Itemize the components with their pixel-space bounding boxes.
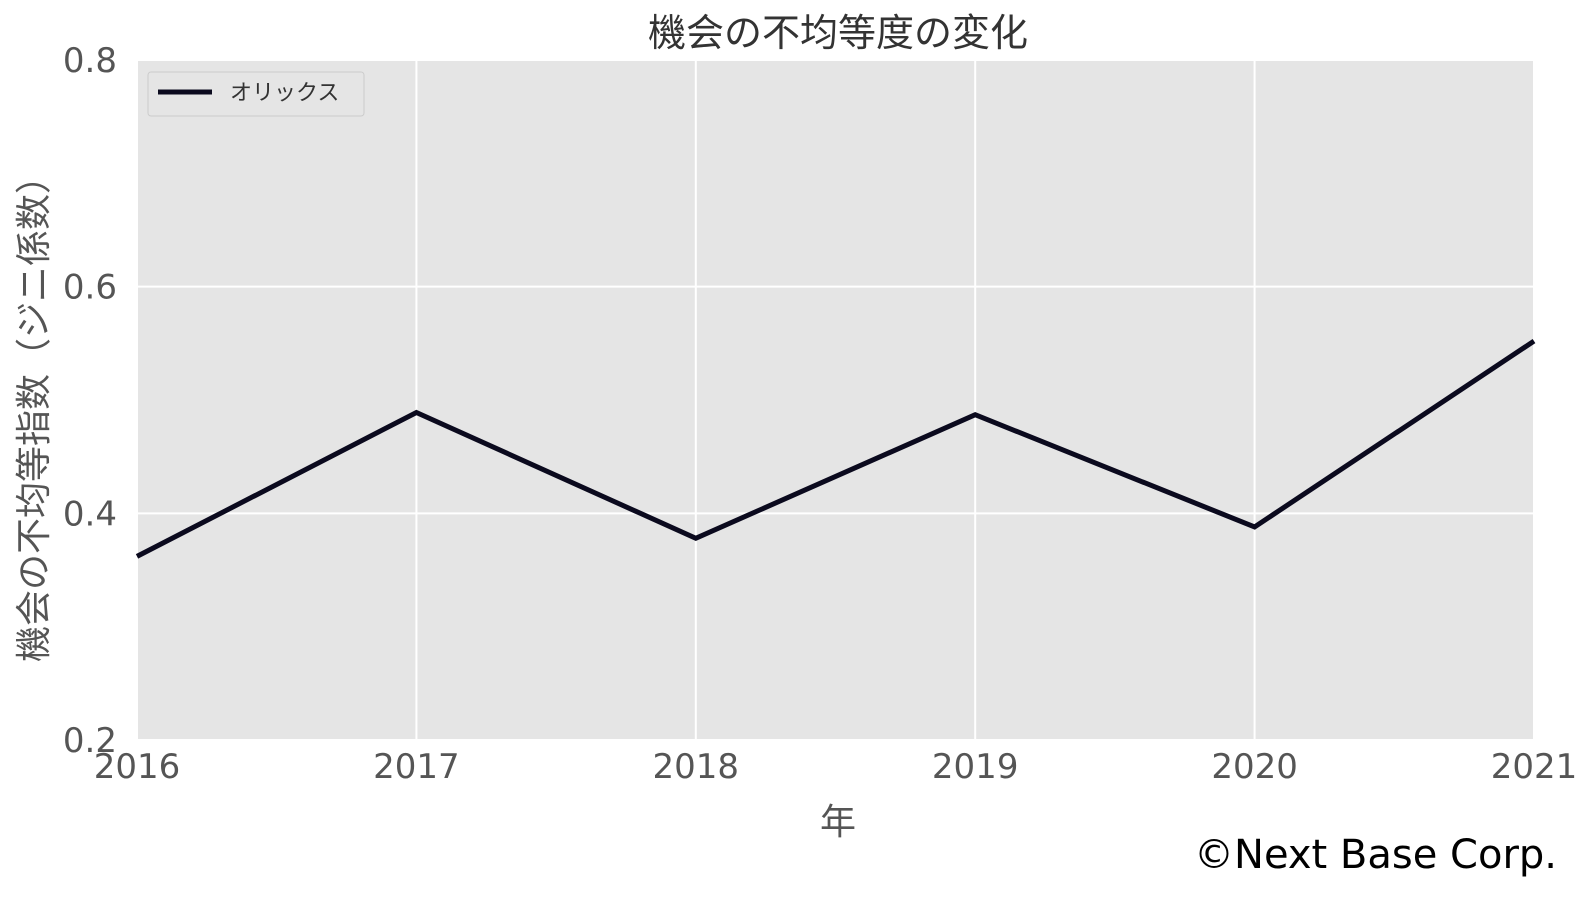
legend-label: オリックス xyxy=(230,81,339,106)
x-tick-label: 2017 xyxy=(373,747,460,787)
y-axis-label: 機会の不均等指数（ジニ係数） xyxy=(14,158,55,662)
x-tick-label: 2016 xyxy=(94,747,181,787)
y-tick-label: 0.8 xyxy=(63,41,117,81)
y-tick-label: 0.2 xyxy=(63,721,117,761)
plot-area xyxy=(137,60,1534,740)
x-tick-label: 2018 xyxy=(653,747,740,787)
series-line xyxy=(135,338,1536,559)
y-tick-label: 0.6 xyxy=(63,268,117,308)
x-tick-label: 2019 xyxy=(932,747,1019,787)
legend: オリックス xyxy=(147,71,365,117)
x-tick-label: 2020 xyxy=(1211,747,1298,787)
chart-title: 機会の不均等度の変化 xyxy=(648,11,1028,55)
legend-box xyxy=(147,71,365,117)
y-tick-label: 0.4 xyxy=(63,494,117,534)
x-tick-label: 2021 xyxy=(1491,747,1578,787)
x-axis-label: 年 xyxy=(820,802,856,843)
copyright-notice: ©Next Base Corp. xyxy=(1194,832,1557,878)
